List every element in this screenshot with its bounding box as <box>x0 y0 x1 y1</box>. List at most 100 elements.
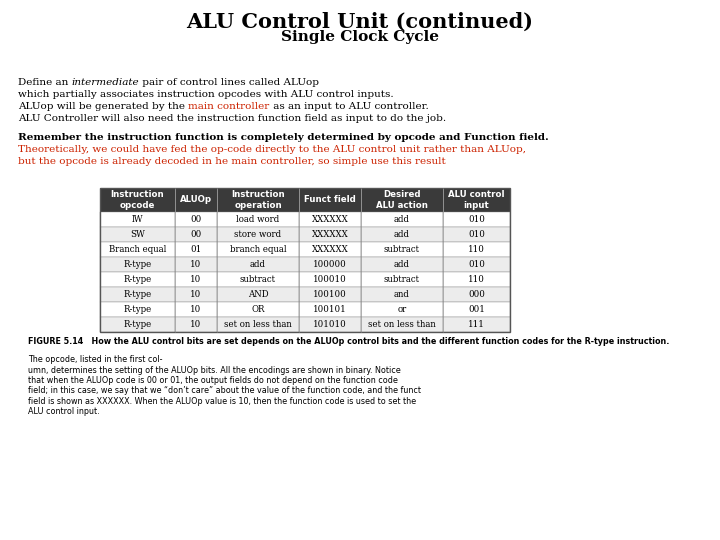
Text: add: add <box>394 260 410 269</box>
Text: Funct field: Funct field <box>304 195 356 205</box>
Bar <box>299 287 361 302</box>
Text: 000: 000 <box>468 290 485 299</box>
Bar <box>217 302 299 317</box>
Bar <box>100 212 175 227</box>
Bar <box>443 227 510 242</box>
Text: 010: 010 <box>468 230 485 239</box>
Text: store word: store word <box>235 230 282 239</box>
Text: Branch equal: Branch equal <box>109 245 166 254</box>
Text: 100100: 100100 <box>313 290 347 299</box>
Text: 100000: 100000 <box>313 260 347 269</box>
Bar <box>299 227 361 242</box>
Text: Theoretically, we could have fed the op-code directly to the ALU control unit ra: Theoretically, we could have fed the op-… <box>18 145 526 154</box>
Text: branch equal: branch equal <box>230 245 287 254</box>
Text: load word: load word <box>236 215 279 224</box>
Text: 10: 10 <box>190 275 202 284</box>
Bar <box>361 227 443 242</box>
Text: ALUop will be generated by the: ALUop will be generated by the <box>18 102 188 111</box>
Text: 010: 010 <box>468 260 485 269</box>
Text: OR: OR <box>251 305 265 314</box>
Bar <box>361 257 443 272</box>
Bar <box>100 272 175 287</box>
Bar <box>217 317 299 332</box>
Text: Desired
ALU action: Desired ALU action <box>376 190 428 210</box>
Bar <box>100 302 175 317</box>
Text: pair of control lines called ALUop: pair of control lines called ALUop <box>139 78 319 87</box>
Text: 010: 010 <box>468 215 485 224</box>
Bar <box>175 257 217 272</box>
Bar <box>217 188 299 212</box>
Text: ALUOp: ALUOp <box>180 195 212 205</box>
Text: as an input to ALU controller.: as an input to ALU controller. <box>269 102 428 111</box>
Text: SW: SW <box>130 230 145 239</box>
Text: AND: AND <box>248 290 269 299</box>
Bar <box>175 302 217 317</box>
Text: Instruction
operation: Instruction operation <box>231 190 285 210</box>
Text: main controller: main controller <box>188 102 269 111</box>
Text: or: or <box>397 305 407 314</box>
Text: subtract: subtract <box>240 275 276 284</box>
Bar <box>175 242 217 257</box>
Bar <box>217 287 299 302</box>
Bar <box>217 257 299 272</box>
Bar <box>443 212 510 227</box>
Bar <box>361 272 443 287</box>
Bar <box>443 272 510 287</box>
Bar <box>299 302 361 317</box>
Text: ALU Control Unit (continued): ALU Control Unit (continued) <box>186 12 534 32</box>
Bar <box>175 272 217 287</box>
Text: R-type: R-type <box>123 320 152 329</box>
Text: XXXXXX: XXXXXX <box>312 230 348 239</box>
Text: The opcode, listed in the first col-
umn, determines the setting of the ALUOp bi: The opcode, listed in the first col- umn… <box>28 355 421 416</box>
Bar <box>443 242 510 257</box>
Text: set on less than: set on less than <box>224 320 292 329</box>
Text: intermediate: intermediate <box>71 78 139 87</box>
Text: which partially associates instruction opcodes with ALU control inputs.: which partially associates instruction o… <box>18 90 394 99</box>
Bar <box>443 287 510 302</box>
Text: subtract: subtract <box>384 275 420 284</box>
Text: 110: 110 <box>468 275 485 284</box>
Text: FIGURE 5.14   How the ALU control bits are set depends on the ALUOp control bits: FIGURE 5.14 How the ALU control bits are… <box>28 337 670 346</box>
Text: ALU control
input: ALU control input <box>449 190 505 210</box>
Text: 10: 10 <box>190 320 202 329</box>
Text: 101010: 101010 <box>313 320 347 329</box>
Text: and: and <box>394 290 410 299</box>
Bar <box>100 317 175 332</box>
Text: R-type: R-type <box>123 290 152 299</box>
Bar <box>361 317 443 332</box>
Text: R-type: R-type <box>123 275 152 284</box>
Text: add: add <box>394 230 410 239</box>
Text: 10: 10 <box>190 305 202 314</box>
Bar <box>443 257 510 272</box>
Bar <box>100 188 175 212</box>
Bar <box>217 242 299 257</box>
Bar <box>175 188 217 212</box>
Bar <box>100 242 175 257</box>
Text: 100010: 100010 <box>313 275 347 284</box>
Bar <box>361 212 443 227</box>
Bar <box>100 287 175 302</box>
Text: 00: 00 <box>190 230 202 239</box>
Bar <box>299 242 361 257</box>
Bar <box>175 227 217 242</box>
Bar <box>443 302 510 317</box>
Bar <box>443 188 510 212</box>
Text: Define an: Define an <box>18 78 71 87</box>
Bar <box>361 287 443 302</box>
Text: Remember the instruction function is completely determined by opcode and Functio: Remember the instruction function is com… <box>18 133 549 142</box>
Bar <box>443 317 510 332</box>
Text: 01: 01 <box>190 245 202 254</box>
Text: 110: 110 <box>468 245 485 254</box>
Text: 001: 001 <box>468 305 485 314</box>
Bar <box>175 287 217 302</box>
Text: R-type: R-type <box>123 260 152 269</box>
Bar <box>175 212 217 227</box>
Bar <box>299 257 361 272</box>
Bar <box>217 212 299 227</box>
Bar <box>299 188 361 212</box>
Text: XXXXXX: XXXXXX <box>312 245 348 254</box>
Bar <box>361 188 443 212</box>
Text: subtract: subtract <box>384 245 420 254</box>
Bar <box>361 302 443 317</box>
Text: 10: 10 <box>190 260 202 269</box>
